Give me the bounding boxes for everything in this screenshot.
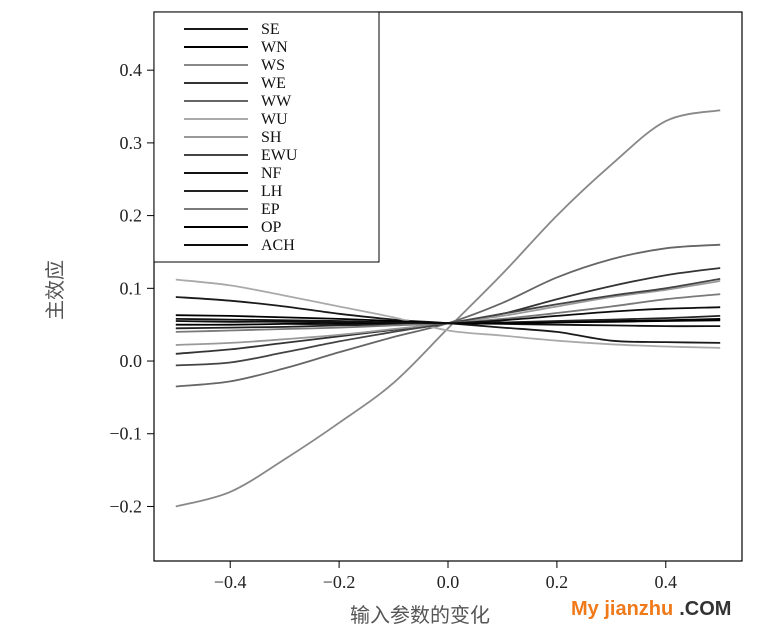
y-axis-title: 主效应 bbox=[43, 260, 67, 320]
y-tick-label: −0.2 bbox=[109, 496, 142, 516]
x-tick-label: −0.2 bbox=[323, 572, 356, 592]
legend-label-we: WE bbox=[261, 75, 286, 92]
watermark-brand: My jianzhu bbox=[571, 598, 674, 620]
legend-label-wu: WU bbox=[261, 111, 288, 128]
legend-label-ewu: EWU bbox=[261, 147, 298, 164]
series-lines bbox=[175, 109, 721, 508]
legend-label-ep: EP bbox=[261, 201, 280, 218]
series-line-ww bbox=[175, 243, 721, 388]
x-tick-label: 0.2 bbox=[546, 572, 569, 592]
y-tick-label: 0.0 bbox=[120, 351, 143, 371]
legend-label-ws: WS bbox=[261, 57, 285, 74]
y-tick-label: 0.3 bbox=[120, 133, 143, 153]
series-line-ws bbox=[175, 109, 721, 508]
legend-label-ach: ACH bbox=[261, 237, 295, 254]
legend-label-op: OP bbox=[261, 219, 282, 236]
y-tick-label: 0.4 bbox=[120, 60, 143, 80]
watermark: My jianzhu .COM bbox=[571, 598, 731, 621]
legend-label-ww: WW bbox=[261, 93, 292, 110]
x-tick-label: 0.4 bbox=[655, 572, 678, 592]
legend-label-lh: LH bbox=[261, 183, 283, 200]
y-tick-label: 0.2 bbox=[120, 206, 143, 226]
x-axis-title: 输入参数的变化 bbox=[350, 603, 490, 627]
y-tick-label: 0.1 bbox=[120, 278, 143, 298]
y-axis: −0.2 −0.1 0.0 0.1 0.2 0.3 0.4 bbox=[109, 60, 154, 516]
legend-label-se: SE bbox=[261, 21, 280, 38]
legend-label-sh: SH bbox=[261, 129, 282, 146]
series-line-ach bbox=[175, 306, 721, 325]
x-tick-label: −0.4 bbox=[214, 572, 247, 592]
x-axis: −0.4 −0.2 0.0 0.2 0.4 bbox=[214, 561, 677, 592]
series-line-wu bbox=[175, 278, 721, 349]
x-tick-label: 0.0 bbox=[437, 572, 460, 592]
watermark-suffix: .COM bbox=[679, 598, 732, 620]
y-tick-label: −0.1 bbox=[109, 424, 142, 444]
legend-label-nf: NF bbox=[261, 165, 282, 182]
legend-label-wn: WN bbox=[261, 39, 288, 56]
